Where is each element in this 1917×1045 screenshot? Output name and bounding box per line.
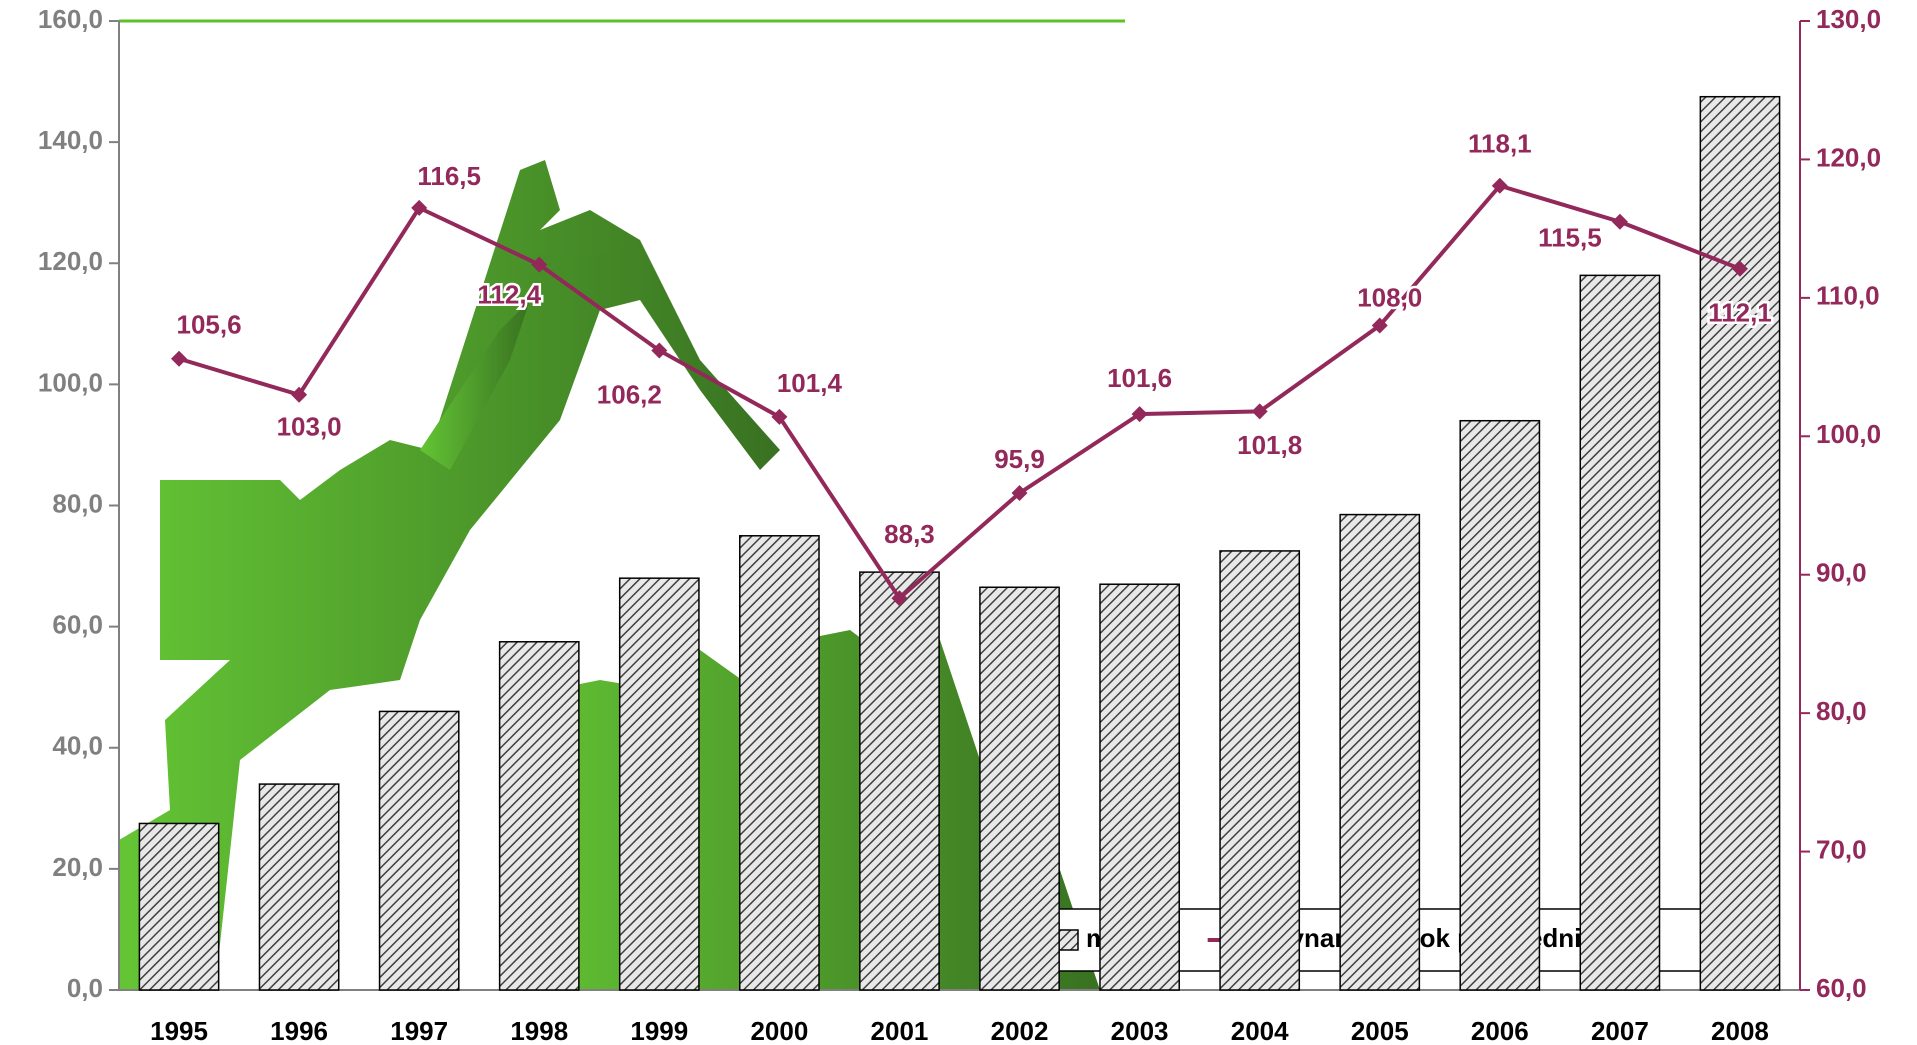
y2-tick-label: 120,0 (1816, 142, 1881, 172)
bar (1459, 419, 1541, 991)
x-tick-label: 2001 (871, 1016, 929, 1045)
x-tick-label: 1996 (270, 1016, 328, 1045)
data-label: 105,6 (176, 310, 241, 340)
bar (138, 822, 220, 991)
x-tick-label: 1997 (390, 1016, 448, 1045)
y2-tick-label: 110,0 (1816, 281, 1880, 311)
line-marker (411, 199, 428, 216)
y-tick-label: 60,0 (52, 610, 103, 640)
data-label: 112,4 (477, 280, 541, 310)
data-label: 118,1 (1468, 129, 1532, 159)
x-tick-label: 2006 (1471, 1016, 1529, 1045)
bar (979, 586, 1060, 991)
data-label: 106,2 (597, 379, 662, 409)
x-tick-label: 2008 (1711, 1016, 1769, 1045)
data-label: 101,4 (777, 368, 843, 398)
data-label: 112,1 (1708, 298, 1772, 328)
line-marker (891, 590, 908, 607)
x-tick-label: 1995 (150, 1016, 208, 1045)
bar (1099, 583, 1180, 991)
bar (859, 571, 940, 991)
line-marker (1731, 260, 1748, 277)
bar (1699, 95, 1781, 991)
line-marker (1011, 485, 1028, 502)
bar (1579, 274, 1661, 991)
line-marker (171, 350, 188, 367)
y-tick-label: 0,0 (67, 973, 103, 1003)
data-label: 101,6 (1107, 363, 1172, 393)
data-label: 88,3 (884, 519, 935, 549)
data-label: 95,9 (994, 444, 1045, 474)
data-label: 115,5 (1538, 223, 1602, 253)
x-tick-label: 1998 (510, 1016, 568, 1045)
data-label: 116,5 (417, 161, 481, 191)
data-label: 103,0 (277, 412, 342, 442)
y2-tick-label: 100,0 (1816, 419, 1881, 449)
line-marker (1131, 406, 1148, 423)
x-tick-label: 2004 (1231, 1016, 1289, 1045)
y2-tick-label: 90,0 (1816, 558, 1867, 588)
y2-tick-label: 130,0 (1816, 4, 1881, 34)
x-tick-label: 2003 (1111, 1016, 1169, 1045)
x-tick-label: 2007 (1591, 1016, 1649, 1045)
y2-tick-label: 60,0 (1816, 973, 1867, 1003)
bar (258, 783, 340, 991)
y2-tick-label: 70,0 (1816, 834, 1867, 864)
bar (498, 641, 580, 991)
line-marker (1611, 213, 1628, 230)
y-tick-label: 80,0 (52, 488, 103, 518)
bar (739, 535, 820, 991)
y-tick-label: 40,0 (52, 731, 103, 761)
x-tick-label: 2005 (1351, 1016, 1409, 1045)
data-label: 101,8 (1237, 430, 1302, 460)
y-tick-label: 20,0 (52, 852, 103, 882)
line-marker (1371, 317, 1388, 334)
bar (618, 577, 700, 991)
y2-tick-label: 80,0 (1816, 696, 1867, 726)
bar (1339, 513, 1421, 991)
line-marker (1491, 177, 1508, 194)
bar (378, 710, 460, 991)
line-marker (651, 342, 668, 359)
y-tick-label: 120,0 (38, 246, 103, 276)
bar (1219, 550, 1301, 991)
line-marker (291, 386, 308, 403)
x-tick-label: 2000 (750, 1016, 808, 1045)
x-tick-label: 2002 (991, 1016, 1049, 1045)
y-tick-label: 100,0 (38, 367, 103, 397)
data-label: 108,0 (1357, 282, 1422, 312)
line-marker (1251, 403, 1268, 420)
line (178, 183, 1741, 602)
x-tick-label: 1999 (630, 1016, 688, 1045)
y-tick-label: 160,0 (38, 4, 103, 34)
line-marker (531, 256, 548, 273)
y-tick-label: 140,0 (38, 125, 103, 155)
line-marker (771, 408, 788, 425)
